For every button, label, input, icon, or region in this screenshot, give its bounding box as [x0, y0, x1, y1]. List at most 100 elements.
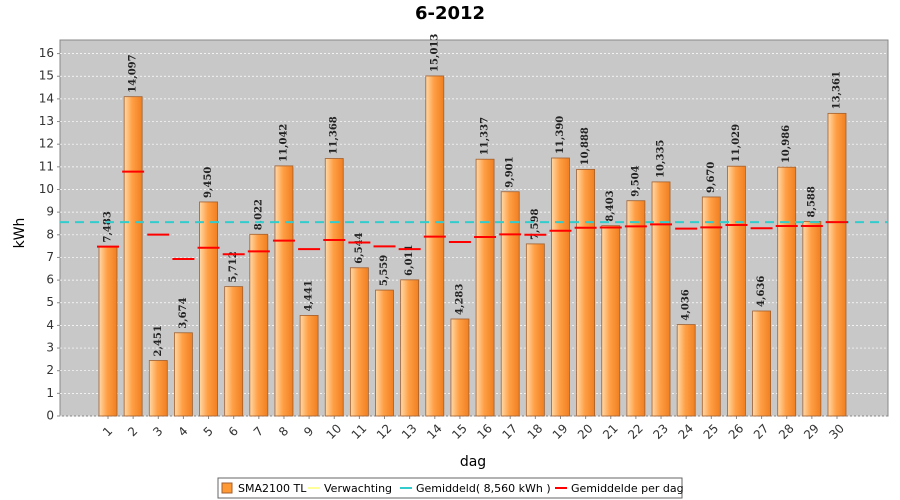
x-tick-label: 27	[751, 421, 772, 442]
y-tick-label: 16	[39, 46, 54, 60]
value-label: 4,636	[756, 276, 767, 307]
x-tick-label: 10	[324, 421, 345, 442]
bar	[576, 168, 596, 417]
bar	[777, 166, 797, 417]
chart-title: 6-2012	[415, 3, 485, 24]
y-axis-label: kWh	[12, 218, 28, 249]
bar	[525, 243, 545, 417]
x-tick-label: 25	[701, 421, 722, 442]
y-tick-label: 13	[39, 114, 54, 128]
y-tick-label: 6	[46, 273, 54, 287]
y-tick-label: 3	[46, 341, 54, 355]
value-label: 5,559	[379, 255, 390, 286]
x-tick-label: 2	[125, 424, 140, 439]
x-tick-label: 21	[600, 421, 621, 442]
bar	[400, 279, 420, 417]
bar	[98, 246, 118, 417]
y-tick-label: 7	[46, 250, 54, 264]
x-tick-label: 29	[801, 421, 822, 442]
value-label: 6,544	[354, 232, 365, 263]
bar	[375, 289, 394, 417]
y-tick-label: 2	[46, 363, 54, 377]
value-label: 13,361	[832, 71, 843, 109]
x-tick-label: 18	[525, 421, 546, 442]
value-label: 4,441	[304, 280, 315, 311]
x-tick-label: 28	[776, 421, 797, 442]
bar	[148, 360, 168, 417]
value-label: 10,986	[781, 125, 792, 163]
value-label: 9,504	[630, 165, 641, 196]
x-tick-label: 5	[201, 424, 216, 439]
x-tick-label: 30	[826, 421, 847, 442]
y-tick-label: 4	[46, 318, 54, 332]
x-tick-label: 23	[650, 421, 671, 442]
bar	[500, 191, 520, 417]
x-tick-label: 9	[301, 424, 316, 439]
x-axis-label: dag	[460, 454, 486, 470]
x-tick-label: 15	[449, 421, 470, 442]
value-label: 8,403	[605, 190, 616, 221]
bar	[123, 96, 143, 417]
y-tick-label: 8	[46, 227, 54, 241]
value-label: 7,598	[530, 209, 541, 240]
legend-swatch	[221, 482, 233, 494]
x-tick-label: 8	[276, 424, 291, 439]
value-label: 9,901	[505, 156, 516, 187]
bar	[701, 196, 721, 417]
value-label: 4,036	[681, 289, 692, 320]
bar	[174, 332, 193, 417]
value-label: 6,011	[404, 245, 415, 276]
x-tick-label: 20	[575, 421, 596, 442]
bar	[299, 315, 319, 417]
value-label: 8,588	[806, 186, 817, 217]
bar	[324, 158, 344, 417]
legend-label: SMA2100 TL	[238, 482, 307, 495]
y-tick-label: 5	[46, 295, 54, 309]
value-label: 10,335	[656, 140, 667, 178]
legend-label: Gemiddeld( 8,560 kWh )	[416, 482, 551, 495]
bar	[551, 157, 570, 417]
x-tick-label: 7	[251, 424, 266, 439]
bar	[349, 267, 369, 417]
x-tick-label: 6	[226, 424, 241, 439]
bar	[651, 181, 671, 417]
y-tick-label: 9	[46, 205, 54, 219]
value-label: 4,283	[454, 284, 465, 315]
bar	[249, 233, 269, 417]
bar	[199, 201, 218, 417]
value-label: 8,022	[253, 199, 264, 230]
value-label: 11,337	[480, 117, 491, 155]
x-tick-label: 12	[374, 421, 395, 442]
bar	[425, 75, 445, 417]
x-tick-label: 4	[175, 424, 190, 439]
value-label: 5,712	[228, 251, 239, 282]
bar	[450, 318, 470, 417]
bar	[727, 165, 746, 417]
y-tick-label: 0	[46, 409, 54, 423]
x-tick-label: 13	[399, 421, 420, 442]
legend-label: Verwachting	[324, 482, 392, 495]
bar	[752, 310, 771, 417]
value-label: 11,390	[555, 116, 566, 154]
y-tick-label: 11	[39, 159, 54, 173]
value-label: 7,483	[103, 211, 114, 242]
value-label: 3,674	[178, 297, 189, 328]
bar	[802, 221, 822, 417]
y-tick-label: 12	[39, 137, 54, 151]
value-label: 14,097	[128, 54, 139, 92]
value-label: 11,029	[731, 124, 742, 162]
value-label: 2,451	[153, 325, 164, 356]
bar	[224, 286, 244, 417]
x-tick-label: 16	[474, 421, 495, 442]
value-label: 9,450	[203, 167, 214, 198]
y-tick-label: 15	[39, 69, 54, 83]
x-tick-label: 3	[150, 424, 165, 439]
x-tick-label: 26	[726, 421, 747, 442]
bar	[475, 158, 495, 417]
legend-label: Gemiddelde per dag	[571, 482, 684, 495]
x-tick-label: 11	[349, 421, 370, 442]
x-tick-label: 14	[424, 421, 445, 442]
plot-area	[59, 39, 889, 417]
value-label: 9,670	[706, 162, 717, 193]
